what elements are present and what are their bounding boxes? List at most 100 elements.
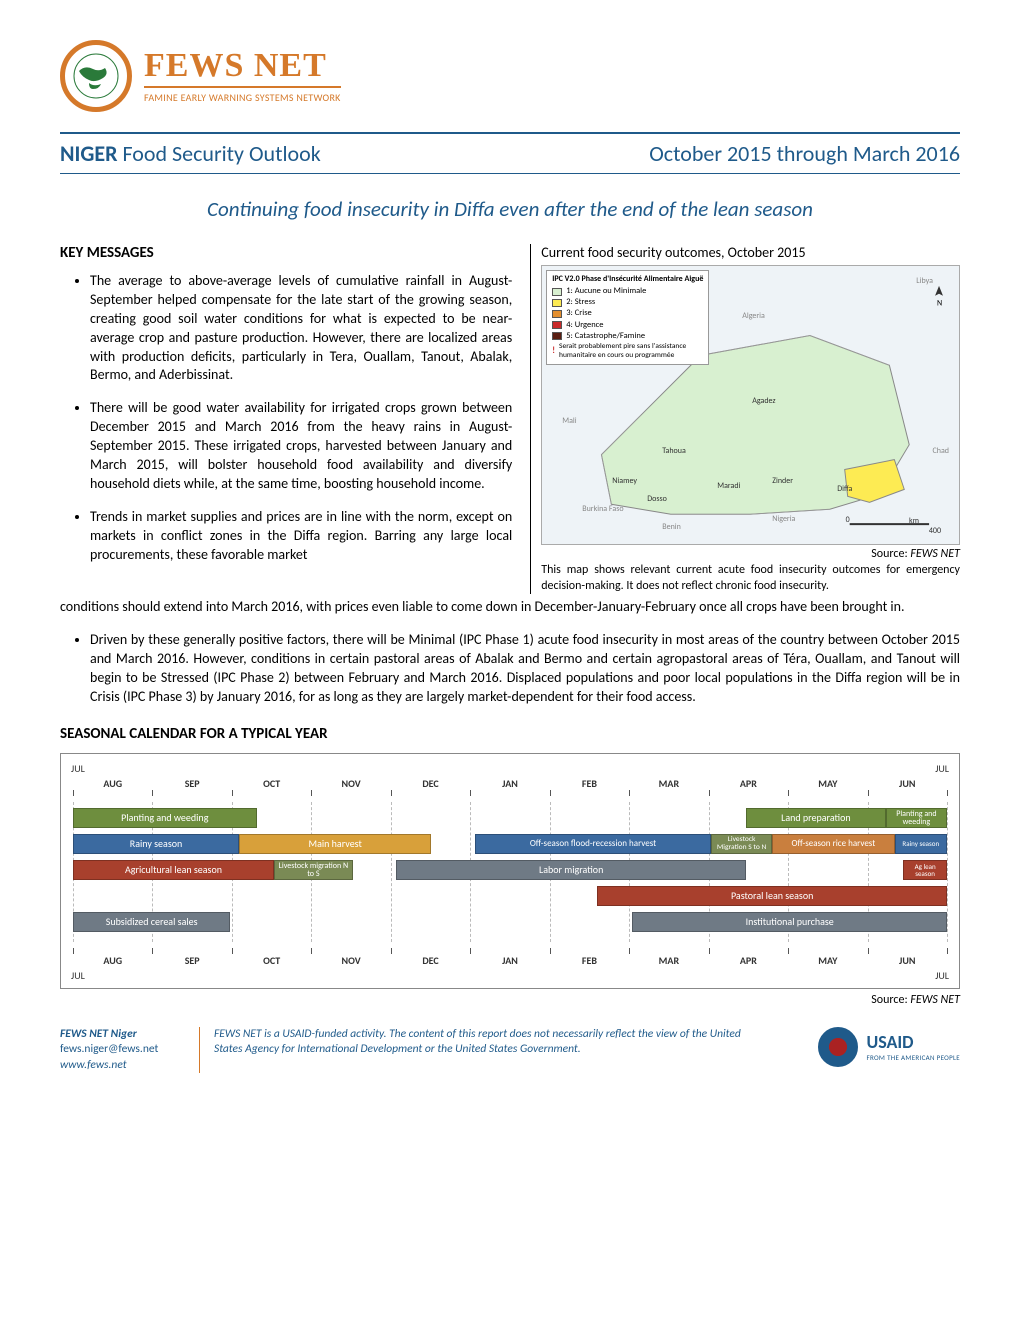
calendar-bar: Planting and weeding [886,808,947,828]
legend-row: 1: Aucune ou Minimale [552,286,703,297]
month-label: MAR [629,954,708,967]
lbl-dosso: Dosso [647,494,667,504]
legend-row: 3: Crise [552,308,703,319]
key-message-item: Driven by these generally positive facto… [90,631,960,707]
calendar-bar: Off-season flood-recession harvest [475,834,711,854]
svg-text:0: 0 [846,515,850,525]
lbl-diffa: Diffa [837,484,852,494]
calendar-bar: Agricultural lean season [73,860,274,880]
month-label: JAN [470,777,549,790]
month-label: OCT [232,954,311,967]
legend-note: Serait probablement pire sans l'assistan… [559,342,689,362]
month-label: DEC [391,954,470,967]
month-label: APR [709,954,788,967]
lbl-benin: Benin [662,522,681,532]
map-legend: IPC V2.0 Phase d'Insécurité Alimentaire … [546,270,709,365]
logo-main: FEWS NET [144,49,341,83]
map-source: Source: FEWS NET [541,547,960,561]
calendar-bar: Off-season rice harvest [772,834,894,854]
title-bar: NIGER Food Security Outlook October 2015… [60,132,960,174]
footer-org: FEWS NET Niger [60,1027,189,1043]
month-label: NOV [311,954,390,967]
legend-row: 2: Stress [552,297,703,308]
footer-contact: FEWS NET Niger fews.niger@fews.net www.f… [60,1027,200,1074]
calendar-bar: Subsidized cereal sales [73,912,230,932]
calendar-bar: Rainy season [895,834,947,854]
months-row-bottom: AUGSEPOCTNOVDECJANFEBMARAPRMAYJUN [73,954,947,967]
globe-icon [60,40,132,112]
keymsg-continuation: conditions should extend into March 2016… [60,598,960,617]
seasonal-heading: SEASONAL CALENDAR FOR A TYPICAL YEAR [60,725,960,743]
lbl-scale: 400 [929,526,941,536]
two-column-section: KEY MESSAGES The average to above-averag… [60,244,960,594]
calendar-bar: Planting and weeding [73,808,257,828]
key-message-item: The average to above-average levels of c… [90,272,512,385]
subtitle: Continuing food insecurity in Diffa even… [60,196,960,222]
calendar-bar: Livestock migration N to S [274,860,353,880]
calendar-bar: Pastoral lean season [597,886,947,906]
calendar-bar: Livestock Migration S to N [711,834,772,854]
month-label: DEC [391,777,470,790]
gantt-chart: Planting and weedingLand preparationPlan… [73,802,947,942]
map-figure: IPC V2.0 Phase d'Insécurité Alimentaire … [541,265,960,545]
calendar-source: Source: FEWS NET [60,993,960,1007]
footer-disclaimer: FEWS NET is a USAID-funded activity. The… [214,1027,766,1058]
calendar-bar: Land preparation [746,808,886,828]
lbl-nigeria: Nigeria [772,514,795,524]
usaid-seal-icon [818,1027,858,1067]
map-col: Current food security outcomes, October … [530,244,960,594]
lbl-mali: Mali [562,416,576,426]
legend-row: 5: Catastrophe/Famine [552,331,703,342]
title-period: October 2015 through March 2016 [649,140,960,167]
lbl-niamey: Niamey [612,476,637,486]
lbl-libya: Libya [916,276,933,286]
lbl-maradi: Maradi [717,481,740,491]
title-doc: Food Security Outlook [122,140,320,167]
month-label: MAR [629,777,708,790]
month-label: SEP [152,777,231,790]
lbl-chad: Chad [932,446,949,456]
lbl-algeria: Algeria [742,311,765,321]
months-row-top: AUGSEPOCTNOVDECJANFEBMARAPRMAYJUN [73,777,947,790]
lbl-zinder: Zinder [772,476,793,486]
month-label: FEB [550,777,629,790]
key-messages-heading: KEY MESSAGES [60,244,512,262]
legend-note-row: !Serait probablement pire sans l'assista… [552,342,703,362]
title-country: NIGER [60,140,118,167]
calendar-bar: Ag lean season [903,860,947,880]
seasonal-section: SEASONAL CALENDAR FOR A TYPICAL YEAR JUL… [60,725,960,1007]
logo-text: FEWS NET FAMINE EARLY WARNING SYSTEMS NE… [144,49,341,104]
key-message-item: Trends in market supplies and prices are… [90,508,512,565]
lbl-tahoua: Tahoua [662,446,686,456]
key-messages-col: KEY MESSAGES The average to above-averag… [60,244,512,594]
svg-text:N: N [937,299,942,309]
map-caption: This map shows relevant current acute fo… [541,563,960,594]
legend-row: 4: Urgence [552,320,703,331]
month-label: AUG [73,954,152,967]
footer-url: www.fews.net [60,1058,189,1074]
footer-email: fews.niger@fews.net [60,1042,189,1058]
logo: FEWS NET FAMINE EARLY WARNING SYSTEMS NE… [60,40,960,112]
month-label: JUN [868,777,947,790]
lbl-burkina: Burkina Faso [582,504,623,514]
month-label: JAN [470,954,549,967]
month-label: OCT [232,777,311,790]
footer: FEWS NET Niger fews.niger@fews.net www.f… [60,1027,960,1074]
month-label: NOV [311,777,390,790]
usaid-text: USAID FROM THE AMERICAN PEOPLE [866,1031,960,1062]
month-label: FEB [550,954,629,967]
calendar-bar: Labor migration [396,860,746,880]
month-label: AUG [73,777,152,790]
key-messages-list: The average to above-average levels of c… [60,272,512,564]
month-label: SEP [152,954,231,967]
lbl-agadez: Agadez [752,396,775,406]
legend-title: IPC V2.0 Phase d'Insécurité Alimentaire … [552,274,703,284]
key-message-item: There will be good water availability fo… [90,399,512,493]
title-left: NIGER Food Security Outlook [60,140,321,167]
footer-usaid: USAID FROM THE AMERICAN PEOPLE [780,1027,960,1067]
map-title: Current food security outcomes, October … [541,244,960,261]
logo-sub: FAMINE EARLY WARNING SYSTEMS NETWORK [144,86,341,104]
calendar-bar: Rainy season [73,834,239,854]
month-label: MAY [788,954,867,967]
month-label: MAY [788,777,867,790]
